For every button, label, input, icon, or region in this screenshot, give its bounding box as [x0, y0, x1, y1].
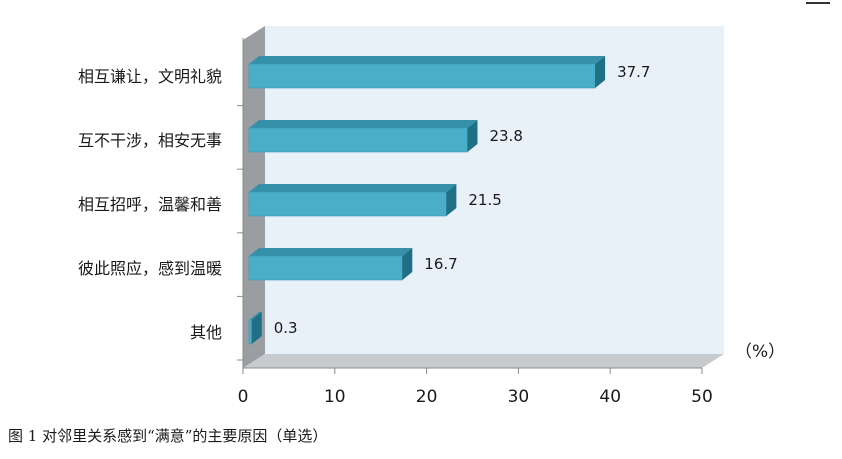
- bar-front-face: [248, 191, 447, 217]
- bar: [248, 312, 262, 345]
- x-tick-label: 40: [599, 387, 621, 407]
- x-tick-label: 10: [324, 387, 346, 407]
- bars-group: [248, 56, 606, 345]
- bar: [248, 120, 478, 153]
- value-labels: 37.7 23.8 21.5 16.7 0.3: [274, 63, 651, 337]
- bar-side-face: [595, 56, 606, 88]
- x-tick-label: 20: [416, 387, 438, 407]
- bar-front-face: [248, 319, 253, 345]
- x-tick-label: 30: [508, 387, 530, 407]
- bar: [248, 56, 606, 89]
- floor: [243, 354, 724, 368]
- bar-top-face: [249, 56, 606, 64]
- category-label: 相互谦让，文明礼貌: [78, 67, 222, 86]
- x-axis: 0 10 20 30 40 50: [237, 38, 713, 407]
- data-label: 21.5: [468, 191, 501, 209]
- category-label: 彼此照应，感到温暖: [78, 259, 222, 278]
- x-tick-label: 0: [238, 387, 249, 407]
- bar-front-face: [248, 127, 468, 153]
- bar: [248, 248, 413, 281]
- bar-front-face: [248, 63, 596, 89]
- bar-top-face: [249, 120, 478, 128]
- bar-side-face: [402, 248, 413, 280]
- bar-side-face: [251, 312, 262, 344]
- bar-chart: 0 10 20 30 40 50 相互谦让，文明礼貌互不干涉，相安无事相互招呼，温馨和善彼…: [78, 26, 785, 407]
- corner-mark: [806, 2, 830, 4]
- category-label: 其他: [190, 323, 222, 342]
- data-label: 37.7: [617, 63, 650, 81]
- category-label: 相互招呼，温馨和善: [78, 195, 222, 214]
- bar-top-face: [249, 184, 457, 192]
- bar-side-face: [467, 120, 478, 152]
- bar-front-face: [248, 255, 403, 281]
- figure-caption: 图 1 对邻里关系感到“满意”的主要原因（单选）: [8, 427, 328, 445]
- x-tick-label: 50: [691, 387, 713, 407]
- bar: [248, 184, 457, 217]
- bar-top-face: [249, 248, 413, 256]
- data-label: 16.7: [424, 255, 457, 273]
- data-label: 23.8: [489, 127, 522, 145]
- x-axis-unit-label: （%）: [735, 342, 785, 362]
- bar-top-face: [249, 312, 262, 320]
- data-label: 0.3: [274, 319, 298, 337]
- category-label: 互不干涉，相安无事: [78, 131, 222, 150]
- bar-side-face: [446, 184, 457, 216]
